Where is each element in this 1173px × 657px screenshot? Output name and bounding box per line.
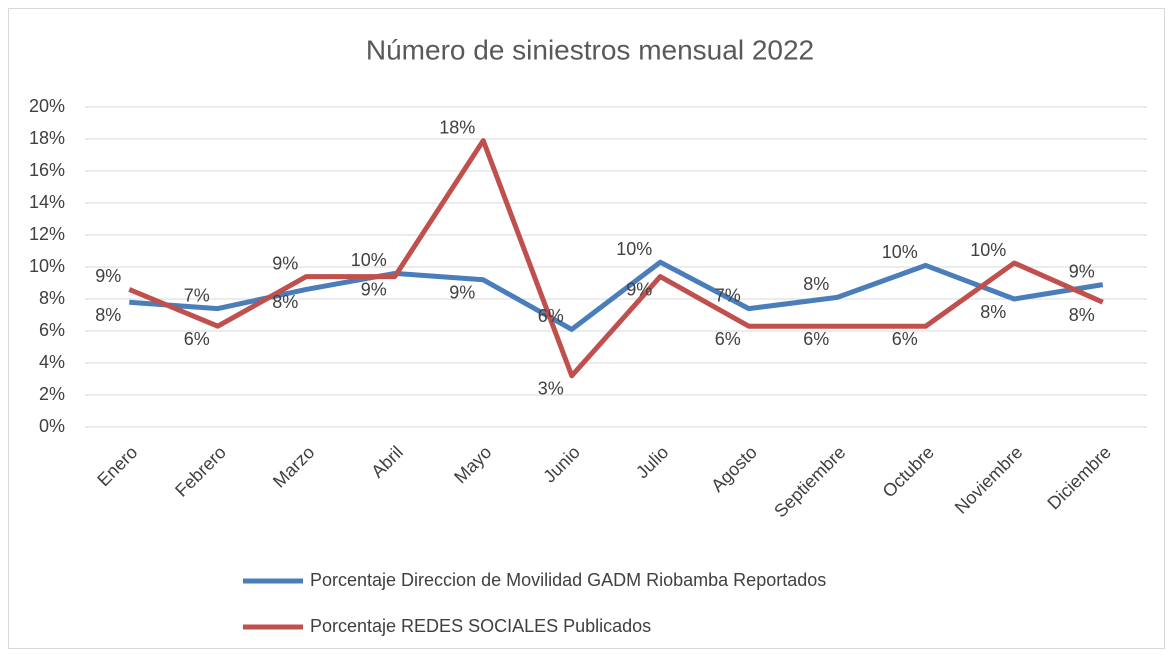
y-tick-label: 6%	[39, 320, 65, 340]
y-tick-label: 0%	[39, 416, 65, 436]
data-label: 8%	[95, 305, 121, 325]
chart-border	[8, 8, 1165, 649]
data-label: 6%	[184, 329, 210, 349]
data-label: 9%	[1069, 261, 1095, 281]
y-tick-label: 2%	[39, 384, 65, 404]
data-label: 9%	[626, 279, 652, 299]
y-tick-label: 8%	[39, 288, 65, 308]
data-label: 3%	[538, 379, 564, 399]
data-label: 7%	[715, 285, 741, 305]
data-label: 8%	[272, 292, 298, 312]
data-label: 8%	[1069, 305, 1095, 325]
data-label: 9%	[361, 279, 387, 299]
data-label: 6%	[803, 329, 829, 349]
legend-label: Porcentaje Direccion de Movilidad GADM R…	[310, 570, 826, 590]
data-label: 6%	[715, 329, 741, 349]
y-tick-label: 10%	[29, 256, 65, 276]
data-label: 9%	[272, 253, 298, 273]
data-label: 8%	[803, 274, 829, 294]
data-label: 10%	[351, 250, 387, 270]
data-label: 9%	[95, 266, 121, 286]
y-tick-label: 12%	[29, 224, 65, 244]
series-line	[128, 138, 1104, 379]
y-tick-label: 4%	[39, 352, 65, 372]
data-label: 9%	[449, 283, 475, 303]
data-label: 10%	[970, 240, 1006, 260]
data-label: 18%	[439, 117, 475, 137]
data-label: 8%	[980, 302, 1006, 322]
data-label: 6%	[538, 306, 564, 326]
series-line	[129, 259, 1104, 332]
legend-label: Porcentaje REDES SOCIALES Publicados	[310, 616, 651, 636]
y-tick-label: 16%	[29, 160, 65, 180]
data-label: 10%	[616, 239, 652, 259]
data-label: 10%	[882, 242, 918, 262]
chart-title: Número de siniestros mensual 2022	[366, 34, 814, 65]
data-label: 7%	[184, 285, 210, 305]
y-tick-label: 18%	[29, 128, 65, 148]
data-label: 6%	[892, 329, 918, 349]
y-tick-label: 20%	[29, 96, 65, 116]
y-tick-label: 14%	[29, 192, 65, 212]
